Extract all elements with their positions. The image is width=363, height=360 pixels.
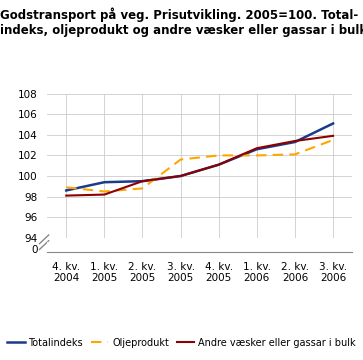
Totalindeks xyxy=(293,140,297,144)
Totalindeks xyxy=(179,174,183,178)
Line: Totalindeks: Totalindeks xyxy=(66,123,333,190)
Oljeprodukt xyxy=(140,186,145,190)
Oljeprodukt xyxy=(64,185,69,189)
Andre væsker eller gassar i bulk xyxy=(64,193,69,198)
Oljeprodukt xyxy=(293,152,297,157)
Andre væsker eller gassar i bulk xyxy=(140,179,145,183)
Oljeprodukt xyxy=(331,138,335,142)
Andre væsker eller gassar i bulk xyxy=(331,134,335,138)
Totalindeks xyxy=(64,188,69,193)
Totalindeks xyxy=(216,162,221,167)
Oljeprodukt xyxy=(216,153,221,158)
Totalindeks xyxy=(140,179,145,183)
Legend: Totalindeks, Oljeprodukt, Andre væsker eller gassar i bulk: Totalindeks, Oljeprodukt, Andre væsker e… xyxy=(3,334,360,351)
Andre væsker eller gassar i bulk xyxy=(179,174,183,178)
Totalindeks xyxy=(255,147,259,152)
Text: Godstransport på veg. Prisutvikling. 2005=100. Total-
indeks, oljeprodukt og and: Godstransport på veg. Prisutvikling. 200… xyxy=(0,7,363,37)
Oljeprodukt xyxy=(102,189,107,194)
Oljeprodukt xyxy=(255,153,259,158)
Andre væsker eller gassar i bulk xyxy=(102,192,107,197)
Andre væsker eller gassar i bulk xyxy=(293,139,297,143)
Line: Oljeprodukt: Oljeprodukt xyxy=(66,140,333,192)
Line: Andre væsker eller gassar i bulk: Andre væsker eller gassar i bulk xyxy=(66,136,333,195)
Andre væsker eller gassar i bulk xyxy=(216,162,221,167)
Totalindeks xyxy=(102,180,107,184)
Totalindeks xyxy=(331,121,335,126)
Oljeprodukt xyxy=(179,157,183,162)
Andre væsker eller gassar i bulk xyxy=(255,146,259,150)
